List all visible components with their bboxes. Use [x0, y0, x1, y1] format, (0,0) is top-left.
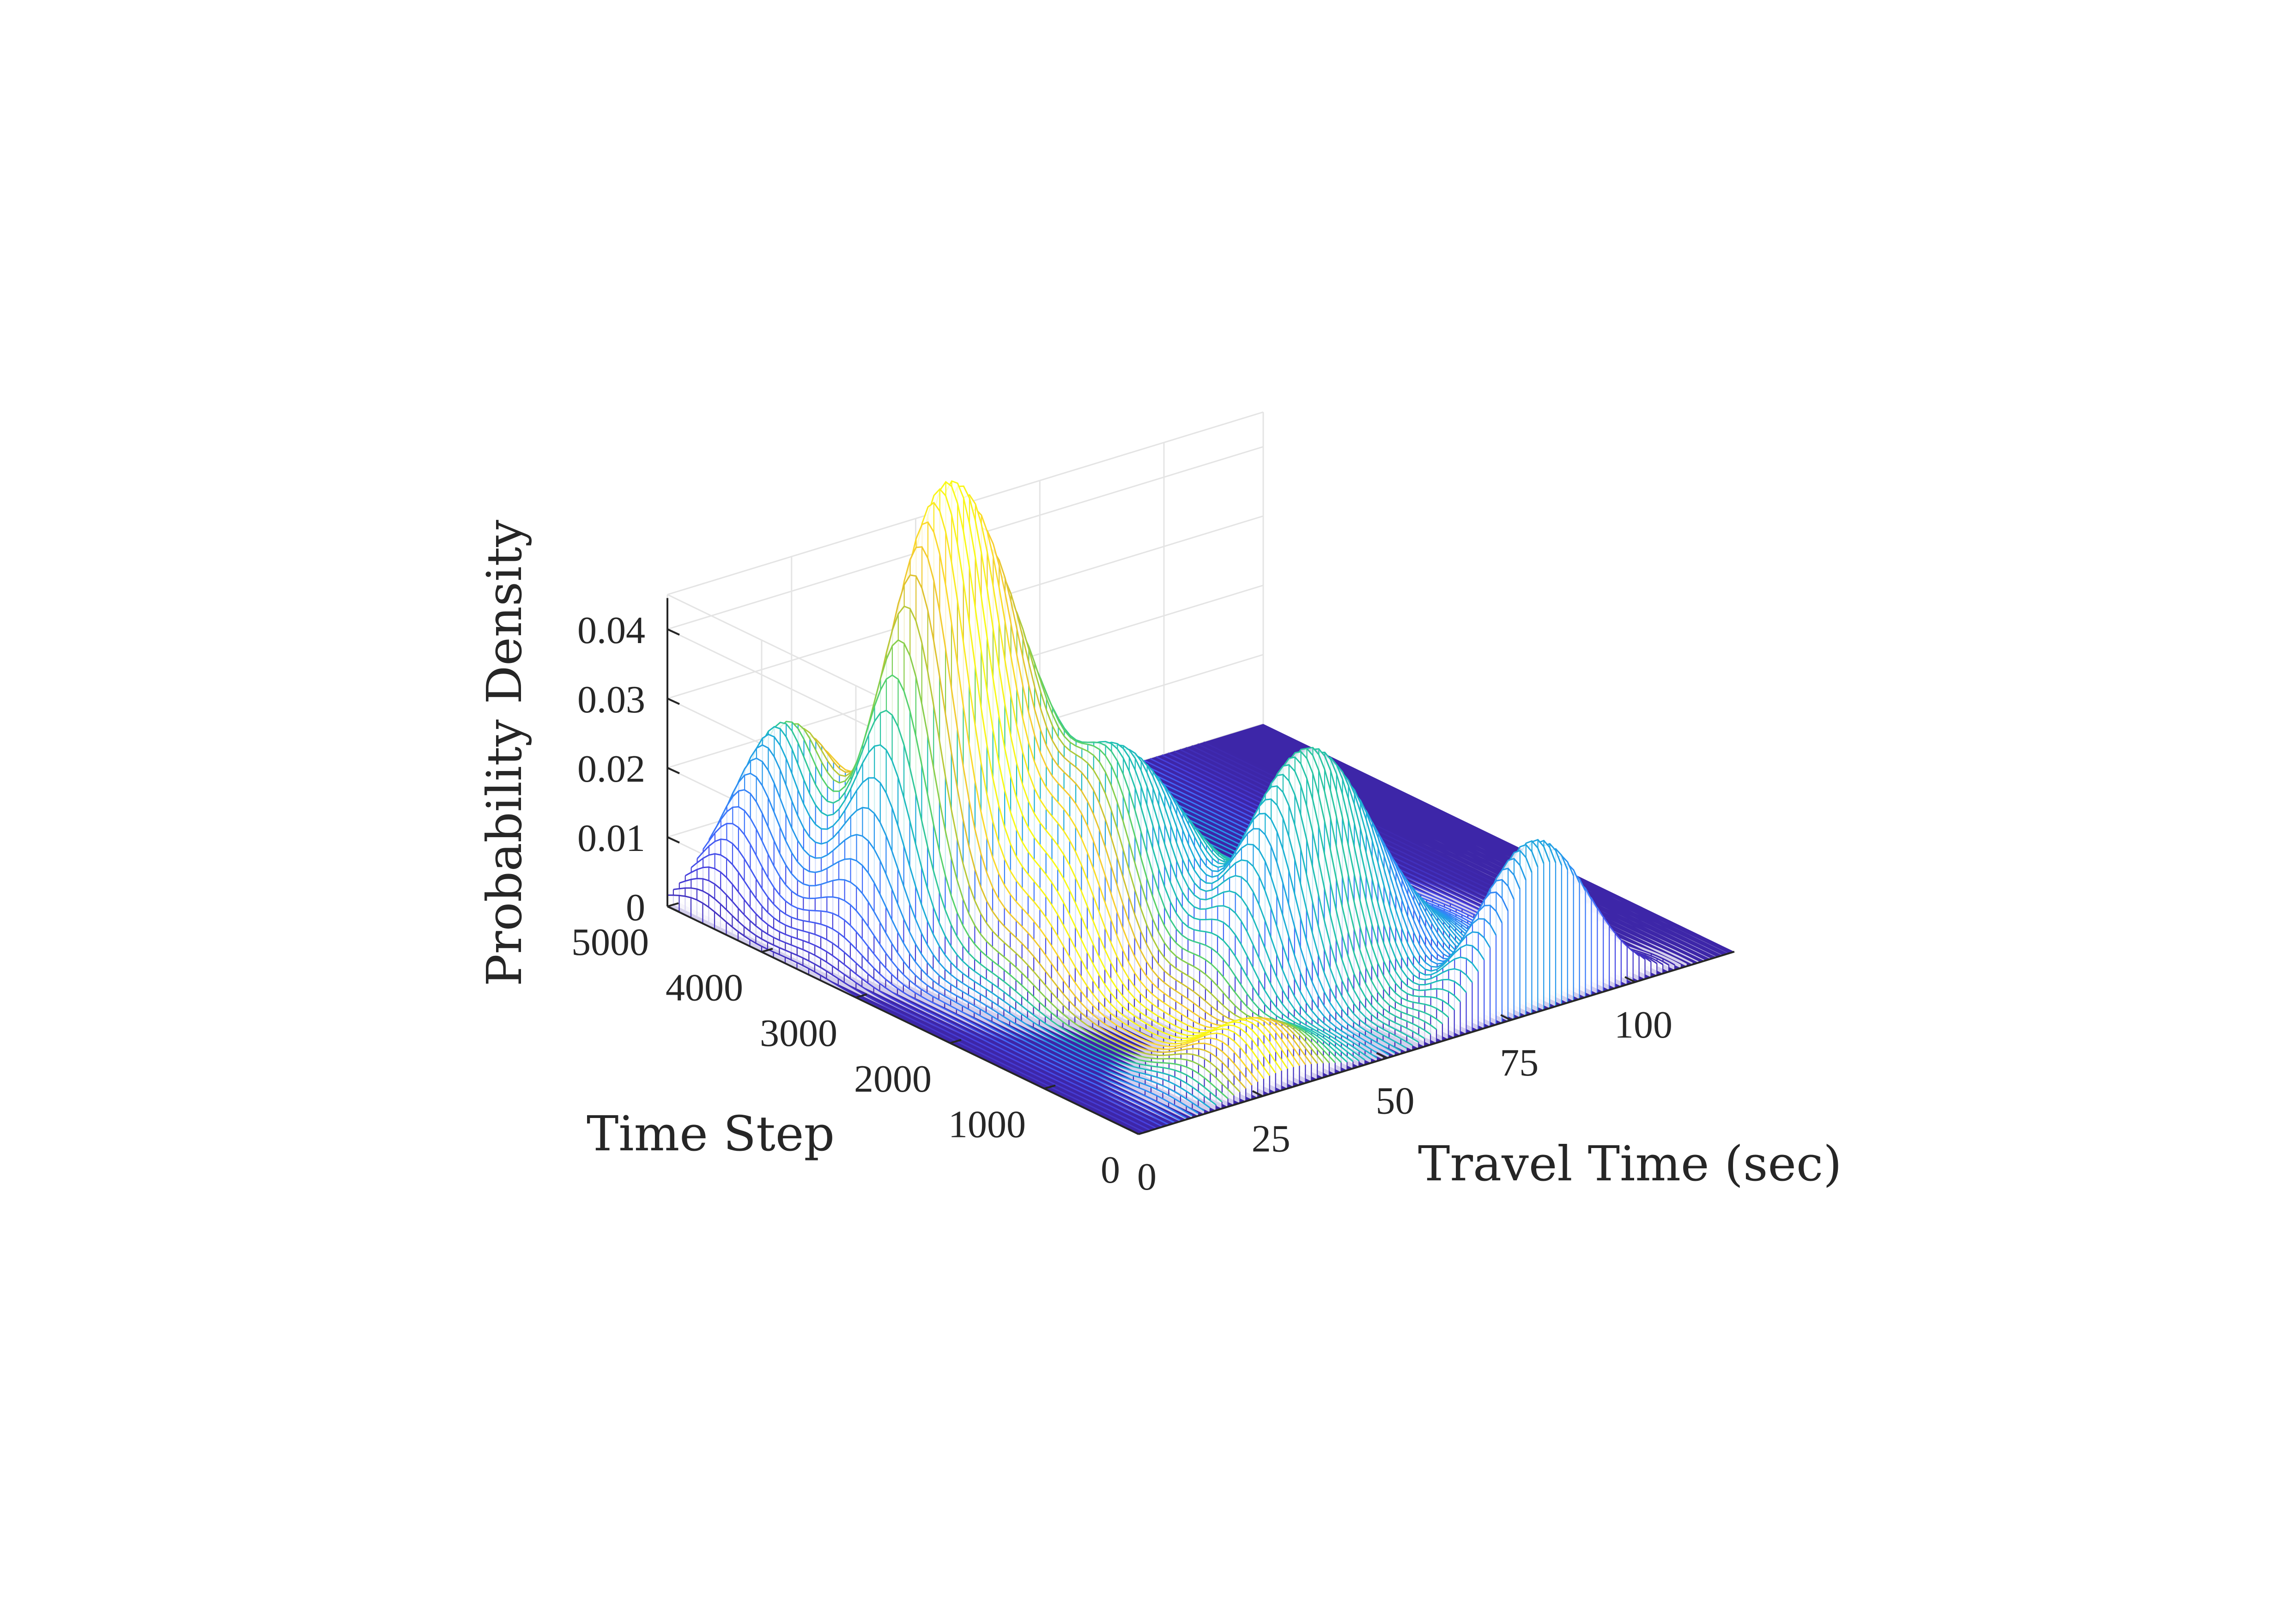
surface-curve: [744, 726, 1217, 1106]
surface-slice-fill: [1257, 725, 1729, 954]
x-axis-line: [1138, 951, 1735, 1135]
y-tick-mark: [1138, 1130, 1150, 1135]
x-tick-label: 75: [1500, 1041, 1539, 1084]
y-tick-label: 2000: [854, 1057, 932, 1100]
x-tick-label: 25: [1252, 1118, 1290, 1160]
z-tick-mark: [667, 767, 680, 774]
x-tick-label: 100: [1614, 1003, 1672, 1046]
z-tick-label: 0.01: [577, 817, 645, 860]
surface-curve: [726, 757, 1199, 1114]
y-axis-label: Time Step: [587, 1106, 835, 1162]
y-axis-line: [667, 905, 1139, 1135]
y-tick-mark: [855, 993, 867, 999]
surface-curve: [685, 866, 1157, 1129]
surface-curve: [708, 806, 1181, 1121]
x-tick-mark: [1128, 1128, 1139, 1135]
surface-curve: [703, 823, 1175, 1123]
surface-curve: [691, 853, 1163, 1127]
surface-mesh: [666, 480, 1734, 1135]
surface-slice-fill: [1215, 738, 1687, 966]
surface-curve: [697, 838, 1169, 1125]
axes: [666, 598, 1735, 1135]
x-tick-label: 50: [1376, 1079, 1415, 1122]
z-tick-label: 0.04: [577, 609, 645, 652]
y-tick-label: 3000: [760, 1012, 837, 1055]
x-axis-label: Travel Time (sec): [1418, 1136, 1842, 1192]
surface-slice-fill: [1239, 731, 1711, 959]
z-axis-label: Probability Density: [476, 520, 533, 986]
surface-slice-fill: [1245, 729, 1717, 957]
x-tick-mark: [1376, 1052, 1387, 1059]
z-tick-mark: [667, 628, 680, 636]
surface-curve: [750, 710, 1223, 1103]
z-tick-mark: [667, 698, 680, 705]
surface-slice-fill: [1263, 724, 1734, 952]
y-tick-label: 5000: [571, 921, 649, 964]
surface-curve: [720, 772, 1193, 1117]
y-tick-mark: [950, 1039, 962, 1044]
x-tick-label: 0: [1137, 1155, 1157, 1198]
y-tick-label: 4000: [666, 966, 743, 1009]
y-tick-mark: [667, 902, 679, 907]
z-tick-mark: [667, 905, 680, 913]
surface-curve: [673, 887, 1145, 1133]
surface-slice-fill: [1227, 735, 1699, 963]
surface-curve: [762, 639, 1235, 1096]
surface-curve: [768, 605, 1241, 1093]
x-tick-mark: [1252, 1090, 1263, 1097]
z-tick-label: 0: [626, 886, 645, 929]
surface-curve: [679, 878, 1151, 1131]
surface-slice-fill: [1251, 727, 1723, 955]
z-tick-mark: [667, 836, 680, 844]
y-tick-label: 0: [1101, 1148, 1120, 1191]
surface-curve: [732, 744, 1205, 1112]
y-tick-mark: [761, 948, 773, 953]
surface-curve: [738, 733, 1211, 1109]
surface-curve: [756, 674, 1229, 1100]
tick-labels: 025507510001000200030004000500000.010.02…: [571, 609, 1672, 1198]
x-tick-mark: [1500, 1014, 1512, 1021]
z-tick-label: 0.03: [577, 678, 645, 721]
y-tick-mark: [1044, 1084, 1056, 1090]
x-tick-mark: [1624, 976, 1636, 983]
surface-curve: [714, 789, 1187, 1119]
z-tick-label: 0.02: [577, 747, 645, 790]
y-tick-label: 1000: [948, 1103, 1026, 1146]
